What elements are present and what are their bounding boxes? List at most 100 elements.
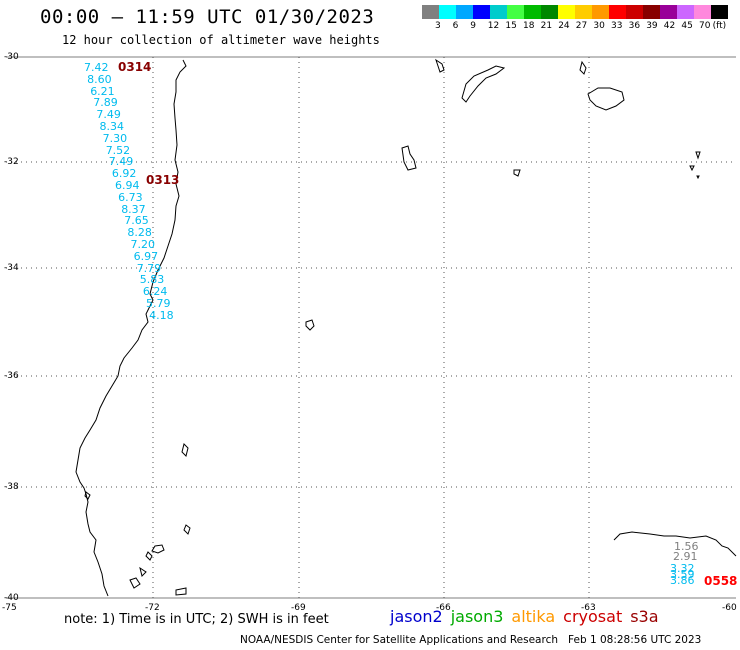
satellite-name: jason3 bbox=[450, 607, 504, 626]
legend-label: 3 bbox=[435, 21, 441, 31]
legend-label: 21 bbox=[540, 21, 553, 31]
wave-height-value: 6.97 bbox=[133, 249, 159, 263]
lat-label: -30 bbox=[4, 52, 19, 62]
map-grid bbox=[6, 57, 736, 598]
legend-swatch bbox=[626, 5, 643, 19]
pass-label-top: 0314 bbox=[118, 60, 152, 74]
legend-label: 12 bbox=[487, 21, 500, 31]
legend-swatch bbox=[660, 5, 677, 19]
credit-text: NOAA/NESDIS Center for Satellite Applica… bbox=[240, 634, 558, 646]
wave-height-value: 6.21 bbox=[90, 84, 115, 98]
pass-label-mid: 0313 bbox=[146, 173, 180, 187]
satellite-name: s3a bbox=[630, 607, 659, 626]
wave-height-value: 5.79 bbox=[146, 297, 171, 310]
wave-height-value: 7.89 bbox=[93, 96, 118, 110]
lat-label: -40 bbox=[4, 593, 19, 603]
wave-height-value: 7.65 bbox=[124, 214, 149, 228]
lon-label: -75 bbox=[2, 603, 17, 613]
island-juan-fernandez bbox=[305, 319, 315, 331]
lon-label: -60 bbox=[722, 603, 737, 613]
island-mid-1 bbox=[401, 145, 417, 171]
legend-swatch bbox=[643, 5, 660, 19]
wave-height-value: 7.79 bbox=[136, 261, 162, 275]
wave-height-value: 7.20 bbox=[130, 238, 156, 251]
legend-label: 45 bbox=[681, 21, 693, 31]
legend-label: 9 bbox=[470, 21, 476, 31]
wave-height-value: 5.83 bbox=[139, 273, 165, 287]
wave-height-value: 7.49 bbox=[108, 155, 134, 169]
island-north-1 bbox=[435, 58, 445, 73]
island-mocha bbox=[84, 491, 91, 500]
lon-label: -69 bbox=[291, 603, 306, 613]
island-north-3 bbox=[579, 60, 587, 75]
coast-north-2 bbox=[461, 65, 506, 103]
wave-height-value: 6.73 bbox=[118, 190, 143, 204]
legend-label: 70 bbox=[699, 21, 711, 31]
wave-height-value: 7.30 bbox=[102, 131, 128, 145]
timestamp: Feb 1 08:28:56 UTC 2023 bbox=[568, 634, 702, 646]
legend-label: 33 bbox=[611, 21, 623, 31]
coast-southeast bbox=[613, 531, 737, 557]
lat-label: -38 bbox=[4, 482, 19, 492]
island-chiloe-group bbox=[129, 443, 191, 596]
wave-height-value: 3.86 bbox=[670, 574, 695, 587]
lat-label: -34 bbox=[4, 263, 19, 273]
wave-height-value: 8.37 bbox=[121, 202, 146, 216]
wave-height-value: 6.24 bbox=[142, 285, 168, 299]
legend-swatch bbox=[575, 5, 592, 19]
wave-height-value: 8.28 bbox=[127, 226, 152, 240]
wave-height-value: 6.92 bbox=[111, 167, 137, 181]
legend-swatch bbox=[711, 5, 728, 19]
legend-label: 6 bbox=[452, 21, 459, 31]
color-legend bbox=[422, 5, 728, 19]
wave-height-value: 8.60 bbox=[87, 72, 112, 86]
wave-height-value: 1.56 bbox=[674, 540, 699, 553]
satellite-name: cryosat bbox=[563, 607, 623, 626]
legend-label: 30 bbox=[593, 21, 605, 31]
legend-label: 18 bbox=[523, 21, 535, 31]
map-subtitle: 12 hour collection of altimeter wave hei… bbox=[62, 33, 380, 47]
island-falkland bbox=[587, 87, 625, 111]
lon-label: -72 bbox=[145, 603, 160, 613]
legend-swatch bbox=[592, 5, 609, 19]
island-east bbox=[689, 151, 701, 180]
credit-line: NOAA/NESDIS Center for Satellite Applica… bbox=[240, 634, 701, 646]
legend-swatch bbox=[490, 5, 507, 19]
legend-swatch bbox=[439, 5, 456, 19]
legend-label: 27 bbox=[575, 21, 588, 31]
wave-height-value: 4.18 bbox=[149, 308, 174, 322]
coastline-chile bbox=[75, 59, 187, 597]
legend-swatch bbox=[541, 5, 558, 19]
wave-height-value: 8.34 bbox=[99, 120, 125, 133]
wave-height-value: 6.94 bbox=[115, 179, 140, 192]
legend-swatch bbox=[694, 5, 711, 19]
legend-label: 36 bbox=[628, 21, 641, 31]
lat-label: -32 bbox=[4, 157, 19, 167]
wave-height-value: 7.49 bbox=[96, 108, 121, 122]
legend-label: 24 bbox=[558, 21, 570, 31]
legend-label: 39 bbox=[646, 21, 658, 31]
legend-swatch bbox=[609, 5, 626, 19]
legend-label: 42 bbox=[663, 21, 676, 31]
lat-label: -36 bbox=[4, 371, 19, 381]
satellite-name: altika bbox=[511, 607, 556, 626]
pass-label-se: 0558 bbox=[704, 574, 738, 588]
map-title: 00:00 – 11:59 UTC 01/30/2023 bbox=[40, 6, 375, 28]
legend-swatch bbox=[677, 5, 694, 19]
satellite-legend: jason2 jason3 altika cryosat s3a bbox=[390, 607, 667, 626]
wave-height-value: 2.91 bbox=[673, 550, 698, 563]
color-legend-labels: 3 6 9 12 15 18 21 24 27 30 33 36 39 42 45 70 (ft) bbox=[422, 21, 740, 33]
legend-unit: (ft) bbox=[712, 21, 727, 31]
legend-swatch bbox=[456, 5, 473, 19]
lon-label: -63 bbox=[581, 603, 596, 613]
legend-swatch bbox=[524, 5, 541, 19]
legend-swatch bbox=[507, 5, 524, 19]
legend-label: 15 bbox=[505, 21, 517, 31]
wave-height-value: 7.52 bbox=[105, 143, 131, 157]
legend-swatch bbox=[473, 5, 490, 19]
footnote: note: 1) Time is in UTC; 2) SWH is in fe… bbox=[64, 612, 329, 627]
satellite-name: jason2 bbox=[390, 607, 443, 626]
lon-label: -66 bbox=[436, 603, 451, 613]
wave-height-value: 3.32 bbox=[670, 562, 695, 575]
